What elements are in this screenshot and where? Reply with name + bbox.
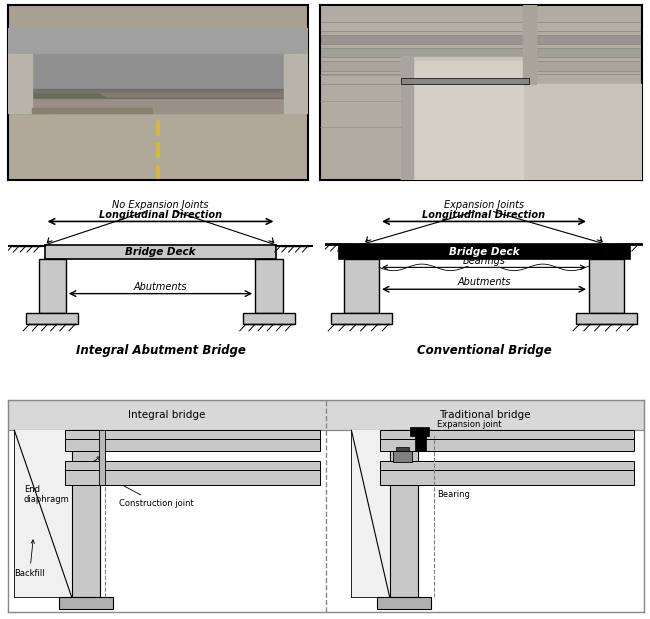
Text: Bearing: Bearing <box>406 458 470 499</box>
Bar <box>72 430 100 597</box>
Bar <box>8 54 32 113</box>
Text: Integral Abutment Bridge: Integral Abutment Bridge <box>75 344 246 357</box>
Bar <box>332 313 392 324</box>
Bar <box>377 597 431 609</box>
Bar <box>320 74 642 84</box>
Bar <box>17 54 299 92</box>
Bar <box>59 597 113 609</box>
Polygon shape <box>14 430 72 597</box>
Text: Expansion joint: Expansion joint <box>424 420 502 433</box>
Bar <box>415 430 426 451</box>
Bar <box>65 430 320 439</box>
Bar <box>320 35 642 45</box>
Bar <box>380 461 634 470</box>
Bar <box>32 108 152 113</box>
Bar <box>320 22 642 31</box>
Bar <box>32 89 284 98</box>
Bar <box>389 430 418 597</box>
Bar <box>65 439 320 451</box>
Bar <box>8 400 644 430</box>
Bar <box>338 245 363 259</box>
Bar <box>605 245 630 259</box>
Bar <box>576 313 636 324</box>
Text: Longitudinal Direction: Longitudinal Direction <box>422 210 545 220</box>
Bar <box>400 79 529 84</box>
Text: Construction joint: Construction joint <box>109 477 194 508</box>
Bar <box>8 110 308 180</box>
Bar <box>45 246 276 259</box>
Bar <box>393 451 412 462</box>
Bar <box>8 5 308 110</box>
Bar <box>65 470 320 485</box>
Text: No Expansion Joints: No Expansion Joints <box>112 201 209 210</box>
Text: Bridge Deck: Bridge Deck <box>125 247 196 257</box>
Bar <box>243 313 294 324</box>
Text: Expansion Joints: Expansion Joints <box>444 201 524 210</box>
Bar <box>363 245 605 259</box>
Bar <box>380 430 634 439</box>
Text: Backfill: Backfill <box>14 540 45 578</box>
Bar <box>320 61 642 71</box>
Bar <box>523 5 536 84</box>
Bar <box>380 439 634 451</box>
Bar <box>38 259 66 313</box>
Bar <box>65 461 320 470</box>
Polygon shape <box>352 430 389 597</box>
Bar <box>529 84 642 180</box>
Bar <box>32 98 284 113</box>
Bar <box>410 427 430 436</box>
Bar <box>284 54 308 113</box>
Bar <box>589 259 624 313</box>
Bar <box>26 313 78 324</box>
Bar <box>8 28 308 54</box>
Polygon shape <box>8 49 113 113</box>
Text: Conventional Bridge: Conventional Bridge <box>417 344 551 357</box>
Bar <box>400 58 529 180</box>
Text: Longitudinal Direction: Longitudinal Direction <box>99 210 222 220</box>
Bar <box>400 58 413 180</box>
Bar <box>344 259 379 313</box>
Bar <box>407 61 523 180</box>
Bar <box>255 259 283 313</box>
Bar <box>380 470 634 485</box>
Bar <box>99 430 105 485</box>
Bar <box>396 447 409 451</box>
Text: Integral bridge: Integral bridge <box>128 410 205 420</box>
Text: Traditional bridge: Traditional bridge <box>439 410 531 420</box>
Text: Abutments: Abutments <box>457 277 511 287</box>
Text: Bridge Deck: Bridge Deck <box>448 246 519 256</box>
Text: Bearings: Bearings <box>463 256 506 266</box>
Bar <box>320 48 642 58</box>
Text: End
diaphragm: End diaphragm <box>24 457 100 504</box>
Text: Abutments: Abutments <box>134 282 187 292</box>
